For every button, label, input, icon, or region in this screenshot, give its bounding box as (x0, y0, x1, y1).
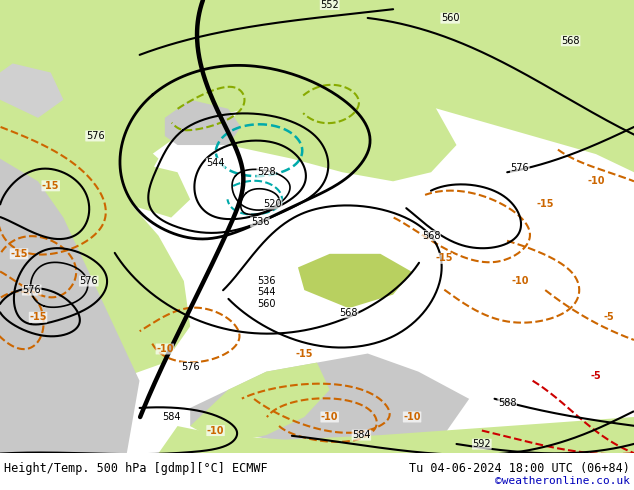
Polygon shape (190, 354, 469, 453)
Text: 552: 552 (320, 0, 339, 9)
Text: 576: 576 (22, 285, 41, 295)
Polygon shape (222, 81, 456, 181)
Text: 592: 592 (472, 439, 491, 449)
Text: 576: 576 (181, 362, 200, 372)
Polygon shape (165, 100, 241, 145)
Polygon shape (298, 254, 412, 308)
Text: -5: -5 (591, 371, 601, 381)
Text: -15: -15 (435, 253, 453, 263)
Polygon shape (114, 163, 190, 218)
Text: 568: 568 (422, 231, 441, 241)
Text: -10: -10 (511, 276, 529, 286)
Text: 560: 560 (257, 299, 276, 309)
Text: 576: 576 (79, 276, 98, 286)
Text: 584: 584 (352, 430, 371, 440)
Text: 576: 576 (510, 163, 529, 172)
Text: -15: -15 (10, 249, 28, 259)
Text: -10: -10 (156, 344, 174, 354)
Text: 544: 544 (206, 158, 225, 168)
Text: 568: 568 (339, 308, 358, 318)
Text: -10: -10 (321, 412, 339, 422)
Text: 536: 536 (250, 217, 269, 227)
Text: 568: 568 (561, 36, 580, 46)
Text: 584: 584 (162, 412, 181, 422)
Polygon shape (0, 63, 63, 118)
Polygon shape (190, 363, 330, 444)
Polygon shape (95, 136, 158, 181)
Text: 520: 520 (263, 199, 282, 209)
Text: -10: -10 (207, 426, 224, 436)
Text: -15: -15 (29, 312, 47, 322)
Polygon shape (158, 417, 634, 453)
Text: 560: 560 (441, 13, 460, 23)
Text: -15: -15 (42, 181, 60, 191)
Text: Height/Temp. 500 hPa [gdmp][°C] ECMWF: Height/Temp. 500 hPa [gdmp][°C] ECMWF (4, 462, 268, 475)
Text: -5: -5 (604, 312, 614, 322)
Text: -15: -15 (536, 199, 554, 209)
Text: ©weatheronline.co.uk: ©weatheronline.co.uk (495, 476, 630, 486)
Text: -10: -10 (587, 176, 605, 186)
Polygon shape (0, 0, 634, 385)
Text: 544: 544 (257, 287, 276, 297)
Text: 588: 588 (498, 398, 517, 408)
Text: 528: 528 (257, 167, 276, 177)
Text: 536: 536 (257, 276, 276, 286)
Text: 576: 576 (86, 131, 105, 141)
Text: -10: -10 (403, 412, 421, 422)
Text: Tu 04-06-2024 18:00 UTC (06+84): Tu 04-06-2024 18:00 UTC (06+84) (409, 462, 630, 475)
Text: -15: -15 (295, 348, 313, 359)
Polygon shape (0, 159, 139, 453)
